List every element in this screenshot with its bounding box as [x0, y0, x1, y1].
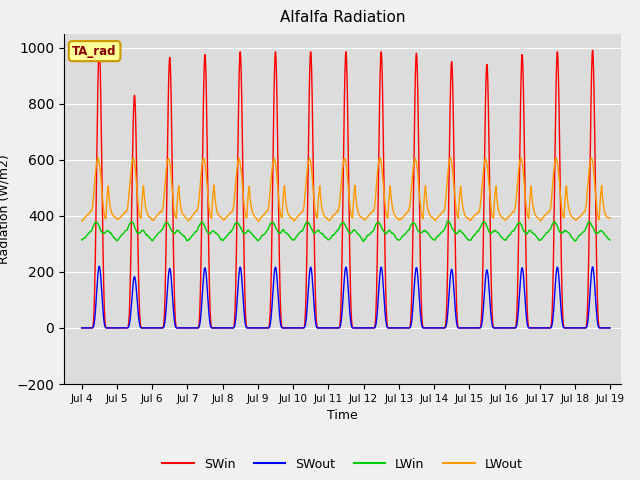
SWout — [559, 324, 567, 330]
LWin — [78, 237, 86, 243]
Line: LWout: LWout — [82, 157, 610, 221]
LWout — [447, 155, 454, 160]
LWout — [372, 181, 380, 187]
SWin — [606, 325, 614, 331]
SWin — [499, 325, 507, 331]
Line: SWin: SWin — [82, 48, 610, 328]
LWout — [500, 216, 508, 222]
LWout — [361, 217, 369, 223]
LWout — [560, 215, 568, 221]
SWin — [372, 291, 380, 297]
Line: LWin: LWin — [82, 221, 610, 241]
X-axis label: Time: Time — [327, 409, 358, 422]
Line: SWout: SWout — [82, 266, 610, 328]
LWout — [606, 215, 614, 221]
LWin — [500, 237, 508, 242]
LWin — [575, 234, 582, 240]
LWout — [78, 217, 86, 223]
SWout — [606, 325, 614, 331]
Y-axis label: Radiation (W/m2): Radiation (W/m2) — [0, 154, 11, 264]
SWout — [499, 325, 507, 331]
LWout — [225, 212, 233, 217]
SWin — [95, 45, 103, 50]
LWin — [361, 236, 369, 241]
SWin — [361, 325, 369, 331]
LWin — [225, 230, 233, 236]
SWout — [361, 325, 369, 331]
Title: Alfalfa Radiation: Alfalfa Radiation — [280, 11, 405, 25]
LWin — [606, 237, 614, 243]
SWin — [78, 325, 86, 331]
LWin — [359, 238, 367, 244]
LWin — [372, 221, 380, 227]
Text: TA_rad: TA_rad — [72, 45, 117, 58]
SWout — [574, 325, 582, 331]
LWout — [575, 215, 582, 221]
SWout — [78, 325, 86, 331]
SWin — [225, 325, 233, 331]
LWin — [560, 229, 568, 235]
LWin — [444, 218, 452, 224]
SWout — [372, 317, 380, 323]
SWin — [574, 325, 582, 331]
SWin — [559, 322, 567, 328]
SWout — [225, 325, 233, 331]
LWout — [255, 218, 263, 224]
SWout — [95, 264, 103, 269]
Legend: SWin, SWout, LWin, LWout: SWin, SWout, LWin, LWout — [157, 453, 527, 476]
